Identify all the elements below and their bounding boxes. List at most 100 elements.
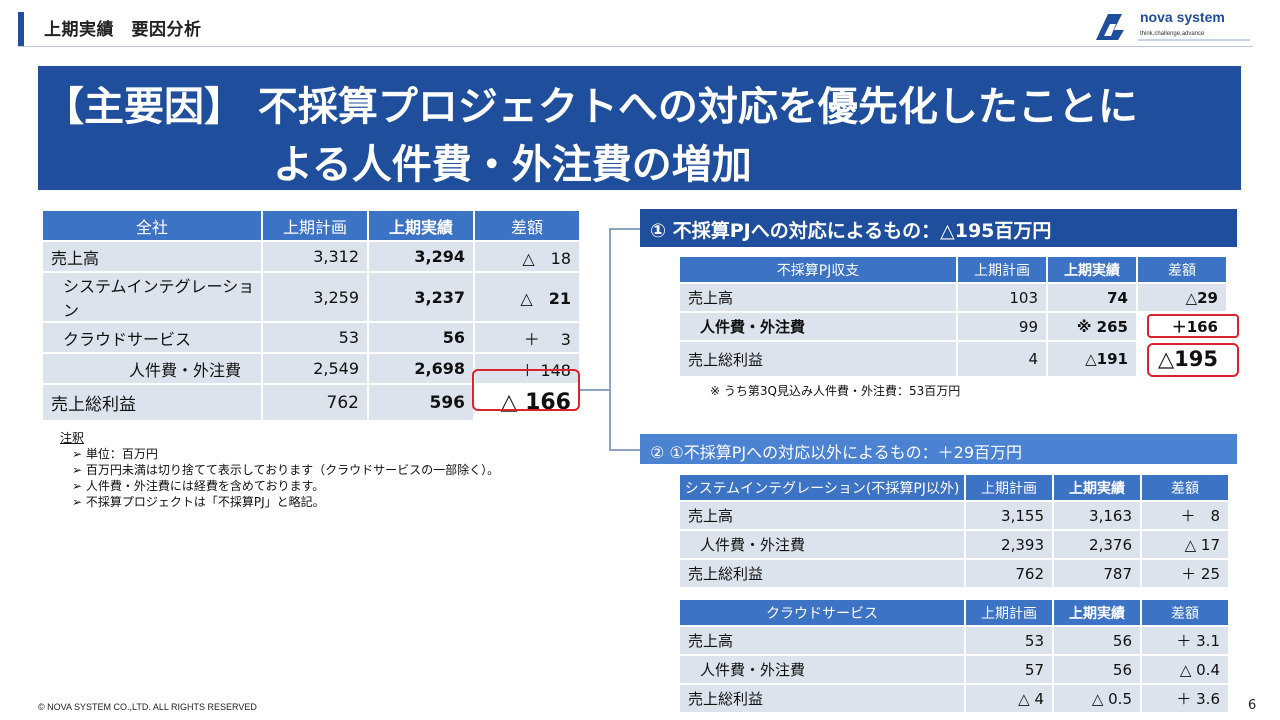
headline-line-2: よる人件費・外注費の増加 [273,142,752,188]
col-header-diff: 差額 [1138,257,1226,282]
table-row: 売上高 3,312 3,294 △ 18 [43,242,579,271]
plan-value: △ 4 [966,685,1052,712]
page-title: 上期実績 要因分析 [44,20,202,40]
row-label: 人件費・外注費 [680,313,956,340]
page-number: 6 [1248,698,1257,713]
diff-value: △ 18 [475,242,579,271]
col-header-diff: 差額 [475,211,579,240]
actual-value: 3,163 [1054,502,1140,529]
plan-value: 3,259 [263,273,367,321]
actual-value: △191 [1048,342,1136,376]
row-label: クラウドサービス [43,323,261,352]
plan-value: 99 [958,313,1046,340]
logo-name: nova system [1140,9,1225,25]
table-row: 売上高 53 56 ＋ 3.1 [680,627,1228,654]
copyright-notice: © NOVA SYSTEM CO.,LTD. ALL RIGHTS RESERV… [38,702,257,712]
header-divider [18,46,1253,47]
connector-line [609,449,640,451]
table-row: 人件費・外注費 2,393 2,376 △ 17 [680,531,1228,558]
company-logo [1096,14,1250,41]
table-row: 人件費・外注費 57 56 △ 0.4 [680,656,1228,683]
section-2-header: ② ①不採算PJへの対応以外によるもの：＋29百万円 [640,434,1237,464]
table-row: クラウドサービス 53 56 ＋ 3 [43,323,579,352]
note-item: ➢ 単位：百万円 [72,447,158,461]
col-header-plan: 上期計画 [966,475,1052,500]
table-row: 人件費・外注費 99 ※ 265 ＋166 [680,313,1226,340]
diff-value: ＋ 148 [475,354,579,383]
table-row: 人件費・外注費 2,549 2,698 ＋ 148 [43,354,579,383]
actual-value: 74 [1048,284,1136,311]
col-header-actual: 上期実績 [1048,257,1136,282]
plan-value: 3,312 [263,242,367,271]
unprofitable-pj-table: 不採算PJ収支 上期計画 上期実績 差額 売上高 103 74 △29 人件費・… [678,255,1228,378]
col-header-plan: 上期計画 [263,211,367,240]
connector-line [609,228,640,230]
pj-footnote: ※ うち第3Q見込み人件費・外注費：53百万円 [710,384,961,398]
header-accent-bar [18,12,24,46]
col-header-diff: 差額 [1142,600,1228,625]
table-header-row: 不採算PJ収支 上期計画 上期実績 差額 [680,257,1226,282]
section-1-header: ① 不採算PJへの対応によるもの：△195百万円 [640,209,1237,247]
table-row: 売上総利益 4 △191 △195 [680,342,1226,376]
table-row: 売上総利益 △ 4 △ 0.5 ＋ 3.6 [680,685,1228,712]
actual-value: △ 0.5 [1054,685,1140,712]
plan-value: 2,549 [263,354,367,383]
row-label: 売上高 [680,284,956,311]
headline-line-1: 【主要因】 不採算プロジェクトへの対応を優先化したことに [44,84,1138,130]
actual-value: 2,376 [1054,531,1140,558]
diff-value: △ 17 [1142,531,1228,558]
col-header-diff: 差額 [1142,475,1228,500]
col-header-actual: 上期実績 [1054,475,1140,500]
note-item: ➢ 百万円未満は切り捨てて表示しております（クラウドサービスの一部除く）。 [72,463,500,477]
row-label: 売上総利益 [680,560,964,587]
row-label: 人件費・外注費 [680,531,964,558]
headline-banner [38,66,1241,190]
cloud-service-table: クラウドサービス 上期計画 上期実績 差額 売上高 53 56 ＋ 3.1 人件… [678,598,1230,714]
table-header-row: システムインテグレーション(不採算PJ以外) 上期計画 上期実績 差額 [680,475,1228,500]
col-header-category: クラウドサービス [680,600,964,625]
notes-block: 注釈 ➢ 単位：百万円 ➢ 百万円未満は切り捨てて表示しております（クラウドサー… [60,430,499,510]
plan-value: 57 [966,656,1052,683]
actual-value: 3,294 [369,242,473,271]
actual-value: 56 [1054,656,1140,683]
col-header-category: 不採算PJ収支 [680,257,956,282]
plan-value: 762 [966,560,1052,587]
actual-value: 596 [369,385,473,420]
actual-value: 2,698 [369,354,473,383]
row-label: 売上高 [680,627,964,654]
row-label: 人件費・外注費 [43,354,261,383]
col-header-category: 全社 [43,211,261,240]
plan-value: 3,155 [966,502,1052,529]
highlight-box [1147,314,1239,338]
actual-value: 56 [1054,627,1140,654]
row-label: 人件費・外注費 [680,656,964,683]
row-label: 売上高 [680,502,964,529]
actual-value: 787 [1054,560,1140,587]
row-label: 売上総利益 [43,385,261,420]
plan-value: 103 [958,284,1046,311]
col-header-plan: 上期計画 [966,600,1052,625]
plan-value: 4 [958,342,1046,376]
connector-line [580,389,610,391]
table-header-row: クラウドサービス 上期計画 上期実績 差額 [680,600,1228,625]
plan-value: 53 [966,627,1052,654]
row-label: 売上総利益 [680,342,956,376]
note-item: ➢ 不採算プロジェクトは「不採算PJ」と略記。 [72,495,325,509]
table-row: 売上総利益 762 787 ＋ 25 [680,560,1228,587]
col-header-category: システムインテグレーション(不採算PJ以外) [680,475,964,500]
diff-value: ＋ 8 [1142,502,1228,529]
plan-value: 53 [263,323,367,352]
diff-value: △29 [1138,284,1226,311]
row-label: 売上高 [43,242,261,271]
plan-value: 2,393 [966,531,1052,558]
col-header-actual: 上期実績 [369,211,473,240]
row-label: システムインテグレーション [43,273,261,321]
highlight-box [1147,343,1239,377]
table-row: 売上高 3,155 3,163 ＋ 8 [680,502,1228,529]
system-integration-table: システムインテグレーション(不採算PJ以外) 上期計画 上期実績 差額 売上高 … [678,473,1230,589]
diff-value-highlight: △195 [1138,342,1226,376]
actual-value: ※ 265 [1048,313,1136,340]
col-header-actual: 上期実績 [1054,600,1140,625]
table-row: システムインテグレーション 3,259 3,237 △ 21 [43,273,579,321]
diff-value: ＋ 3.1 [1142,627,1228,654]
